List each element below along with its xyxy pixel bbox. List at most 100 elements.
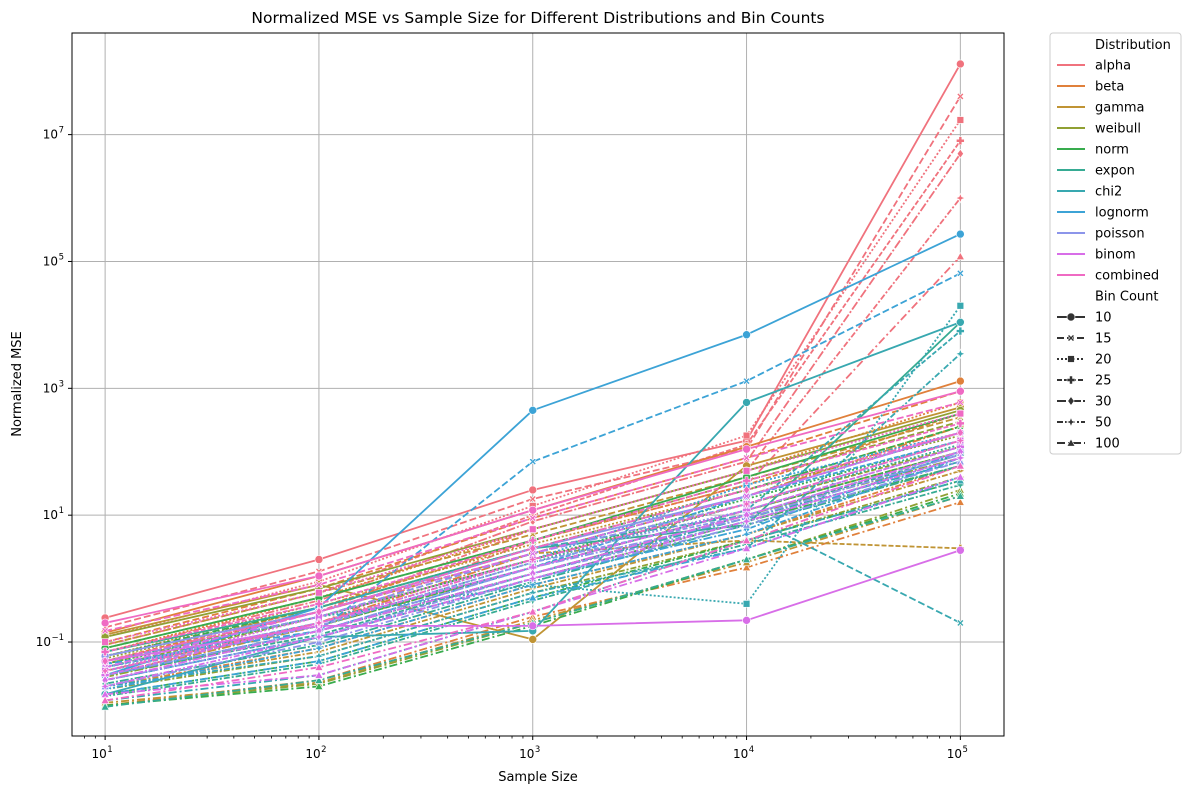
data-point-triangle (742, 543, 752, 552)
data-point-triangle (100, 702, 110, 711)
legend-item-bin-50: 50 (1057, 416, 1112, 431)
y-axis-label: Normalized MSE (10, 331, 25, 437)
data-point-x (956, 398, 965, 407)
data-point-star (954, 192, 966, 204)
data-point-x (956, 269, 965, 278)
data-point-circle (956, 545, 965, 555)
data-point-circle (1066, 312, 1076, 322)
legend-hue-title: Distribution (1095, 38, 1171, 53)
data-point-circle (742, 444, 751, 454)
legend-label: poisson (1095, 227, 1145, 242)
legend-frame (1049, 32, 1182, 455)
data-point-circle (314, 571, 324, 581)
series-combined-50 (99, 435, 966, 677)
data-point-x (956, 92, 965, 101)
legend-label: 50 (1095, 416, 1112, 431)
legend-item-alpha: alpha (1057, 59, 1131, 74)
legend-label: gamma (1095, 101, 1145, 116)
series-line (104, 469, 961, 688)
series-line (104, 272, 961, 665)
data-point-diamond (956, 148, 964, 159)
data-point-x (742, 377, 751, 385)
data-point-plus (742, 476, 751, 485)
legend-label: 100 (1095, 437, 1120, 452)
legend-label: norm (1095, 143, 1129, 158)
data-point-circle (956, 317, 965, 327)
data-point-square (315, 588, 323, 597)
series-binom-50 (99, 452, 966, 692)
data-point-star (1065, 416, 1077, 428)
data-point-square (956, 116, 965, 124)
legend-label: beta (1095, 80, 1124, 95)
series-combined-30 (101, 427, 964, 667)
legend-item-binom: binom (1057, 248, 1136, 263)
data-point-triangle (742, 554, 752, 564)
data-point-x (528, 495, 537, 503)
series-line (104, 476, 961, 691)
data-point-star (99, 665, 111, 677)
legend-label: 25 (1095, 374, 1112, 389)
data-point-circle (956, 59, 965, 69)
data-point-square (529, 525, 537, 533)
data-point-circle (528, 621, 538, 631)
data-point-circle (528, 635, 538, 644)
data-point-triangle (314, 675, 324, 684)
series-lines (99, 59, 966, 711)
data-point-x (101, 627, 109, 635)
series-line (104, 439, 961, 672)
series-combined-15 (101, 398, 965, 635)
data-point-square (742, 467, 751, 475)
data-point-diamond (1067, 396, 1075, 406)
legend-item-weibull: weibull (1057, 122, 1141, 137)
legend-item-bin-25: 25 (1057, 374, 1112, 389)
plot-frame (71, 32, 1005, 737)
data-point-triangle (955, 497, 965, 506)
data-point-x (528, 514, 537, 522)
data-point-triangle (955, 472, 965, 481)
data-point-plus (956, 326, 965, 336)
legend-item-bin-15: 15 (1057, 332, 1112, 347)
data-point-triangle (314, 662, 324, 671)
legend-style-title: Bin Count (1095, 290, 1159, 305)
legend-item-bin-10: 10 (1057, 311, 1112, 326)
legend-label: 15 (1095, 332, 1112, 347)
legend-label: chi2 (1095, 185, 1122, 200)
legend-label: expon (1095, 164, 1135, 179)
legend-label: lognorm (1095, 206, 1149, 221)
data-point-star (527, 554, 539, 565)
data-point-triangle (528, 607, 538, 616)
data-point-diamond (529, 543, 537, 554)
data-point-star (954, 435, 966, 447)
legend-item-norm: norm (1057, 143, 1129, 158)
data-point-x (528, 457, 537, 466)
data-point-square (742, 431, 751, 440)
legend-item-combined: combined (1057, 269, 1159, 284)
legend-item-beta: beta (1057, 80, 1124, 95)
data-point-circle (528, 505, 538, 515)
legend-item-bin-30: 30 (1057, 395, 1112, 410)
legend-item-chi2: chi2 (1057, 185, 1122, 200)
legend-item-lognorm: lognorm (1057, 206, 1149, 221)
x-axis-label: Sample Size (498, 770, 578, 785)
series-line (104, 425, 961, 657)
data-point-square (956, 409, 965, 418)
data-point-square (101, 638, 109, 646)
data-point-circle (314, 555, 324, 564)
series-combined-25 (100, 419, 965, 657)
legend-item-gamma: gamma (1057, 101, 1145, 116)
data-point-circle (742, 616, 751, 625)
data-point-plus (528, 536, 538, 545)
data-point-triangle (314, 670, 324, 679)
legend-label: binom (1095, 248, 1136, 263)
data-point-star (313, 617, 325, 629)
data-point-triangle (742, 562, 752, 571)
legend-item-bin-20: 20 (1057, 353, 1112, 368)
data-point-square (742, 600, 751, 608)
chart-title: Normalized MSE vs Sample Size for Differ… (251, 9, 824, 27)
data-point-plus (956, 136, 965, 146)
data-point-triangle (528, 593, 538, 602)
data-point-diamond (315, 606, 323, 617)
data-point-square (956, 302, 965, 310)
legend-label: weibull (1095, 122, 1141, 137)
